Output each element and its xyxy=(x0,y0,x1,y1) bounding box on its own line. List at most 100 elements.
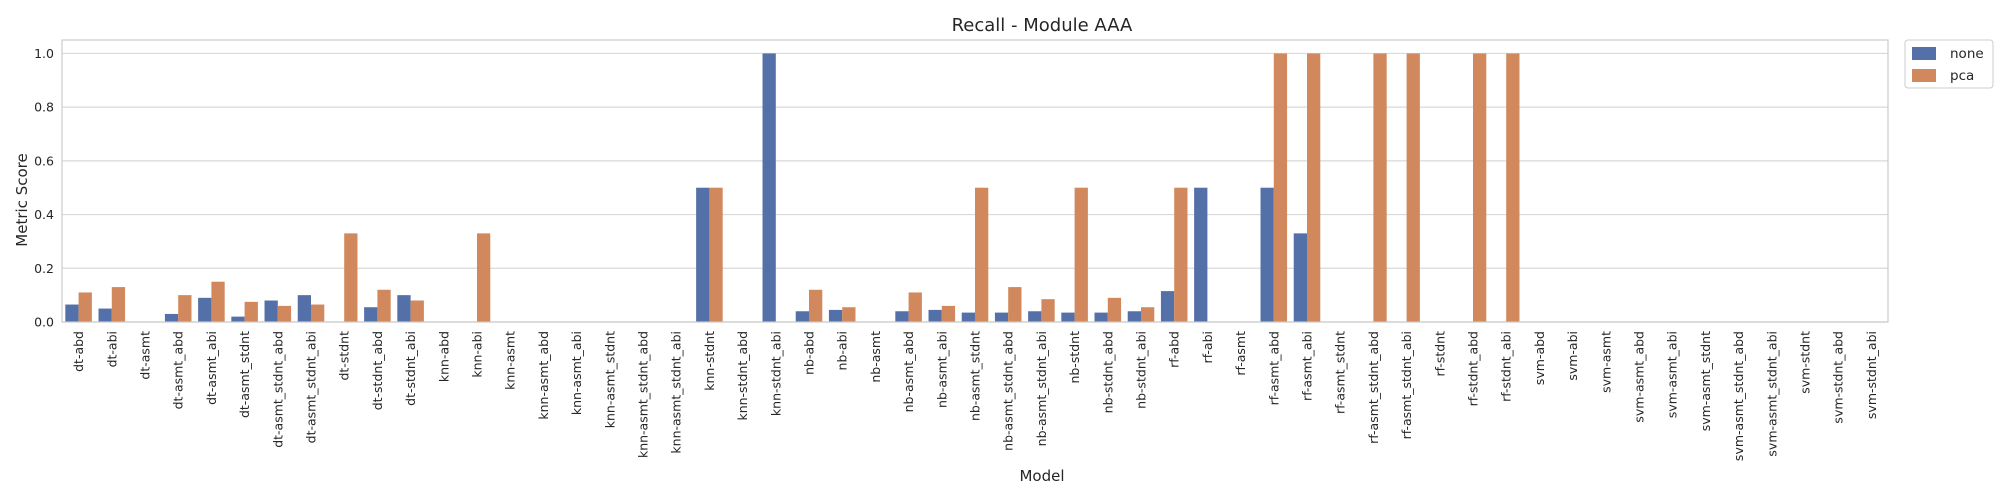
x-tick-label: nb-asmt_abd xyxy=(901,331,916,412)
x-tick-label: rf-stdnt_abi xyxy=(1499,331,1514,402)
legend: none pca xyxy=(1904,39,1994,89)
x-tick-label: dt-stdnt xyxy=(337,331,352,381)
bar-pca-dt-asmt_stdnt_abi xyxy=(311,304,325,322)
bar-none-nb-stdnt_abi xyxy=(1127,311,1141,322)
bar-pca-dt-stdnt_abd xyxy=(377,289,391,322)
x-tick-label: dt-asmt_abd xyxy=(171,331,186,409)
x-tick-label: nb-abd xyxy=(802,331,817,375)
x-tick-label: nb-asmt_abi xyxy=(934,331,949,408)
bar-none-knn-stdnt xyxy=(696,187,710,322)
bar-pca-rf-stdnt_abi xyxy=(1506,53,1520,323)
x-tick-label: dt-stdnt_abd xyxy=(370,331,385,410)
bar-none-nb-asmt_abd xyxy=(895,311,909,322)
bar-none-nb-asmt_stdnt_abd xyxy=(994,312,1009,322)
bar-none-rf-abi xyxy=(1194,187,1208,322)
x-tick-label: nb-abi xyxy=(835,331,850,370)
bar-none-dt-asmt_stdnt_abd xyxy=(264,300,278,322)
bar-none-rf-asmt_abd xyxy=(1260,187,1274,322)
x-tick-label: svm-asmt xyxy=(1598,331,1613,393)
bar-pca-nb-asmt_abd xyxy=(908,292,922,322)
bar-pca-dt-stdnt_abi xyxy=(410,300,424,322)
y-tick-label: 0.2 xyxy=(34,261,54,276)
x-tick-label: rf-asmt_abi xyxy=(1300,331,1315,401)
x-tick-label: nb-asmt xyxy=(868,331,883,383)
x-tick-label: svm-stdnt xyxy=(1798,331,1813,394)
x-tick-label: dt-asmt_stdnt xyxy=(237,331,252,418)
legend-label-pca: pca xyxy=(1950,68,1974,84)
x-tick-label: rf-stdnt_abd xyxy=(1466,331,1481,406)
x-tick-label: dt-abd xyxy=(71,331,86,372)
bar-pca-nb-stdnt xyxy=(1074,187,1088,322)
x-tick-label: svm-stdnt_abd xyxy=(1831,331,1846,424)
bar-none-nb-stdnt_abd xyxy=(1094,312,1108,322)
bar-none-dt-asmt_stdnt_abi xyxy=(297,295,311,322)
bar-none-dt-asmt_abd xyxy=(164,313,179,322)
bar-none-nb-asmt_abi xyxy=(928,309,942,322)
x-tick-label: svm-abi xyxy=(1565,331,1580,381)
x-tick-label: knn-asmt_stdnt_abd xyxy=(636,331,651,458)
bar-pca-nb-asmt_stdnt_abi xyxy=(1041,299,1055,322)
y-tick-label: 1.0 xyxy=(34,46,54,61)
x-tick-label: knn-asmt_abi xyxy=(569,331,584,415)
x-tick-label: rf-stdnt xyxy=(1432,331,1447,377)
legend-swatch-none xyxy=(1912,47,1936,60)
legend-swatch-pca xyxy=(1912,69,1936,82)
bar-pca-rf-stdnt_abd xyxy=(1473,53,1487,323)
x-tick-label: dt-asmt_stdnt_abd xyxy=(270,331,285,448)
bar-pca-dt-asmt_abi xyxy=(211,281,225,322)
bars xyxy=(65,53,1520,323)
x-tick-label: nb-stdnt_abi xyxy=(1134,331,1149,409)
bar-none-nb-abd xyxy=(795,311,809,322)
chart-title: Recall - Module AAA xyxy=(952,15,1133,36)
y-tick-label: 0.6 xyxy=(34,153,54,168)
x-tick-label: nb-asmt_stdnt xyxy=(968,331,983,421)
x-tick-label: svm-asmt_stdnt xyxy=(1698,331,1713,431)
x-tick-label: svm-asmt_stdnt_abi xyxy=(1764,331,1779,457)
x-tick-label: svm-asmt_stdnt_abd xyxy=(1731,331,1746,461)
x-tick-label: rf-asmt_stdnt xyxy=(1333,331,1348,414)
x-axis-label: Model xyxy=(1019,467,1064,485)
x-tick-label: dt-abi xyxy=(104,331,119,367)
x-tick-label: rf-abi xyxy=(1200,331,1215,363)
plot-frame xyxy=(61,39,1889,323)
bar-pca-rf-asmt_stdnt_abd xyxy=(1373,53,1387,323)
y-tick-label: 0.8 xyxy=(34,100,54,115)
bar-none-dt-asmt_abi xyxy=(198,297,212,322)
bar-none-nb-asmt_stdnt_abi xyxy=(1028,311,1042,322)
y-tick-label: 0.4 xyxy=(34,207,54,222)
bar-pca-nb-stdnt_abd xyxy=(1107,297,1122,322)
x-tick-label: svm-abd xyxy=(1532,331,1547,385)
x-tick-label: knn-abd xyxy=(436,331,451,382)
bar-pca-rf-asmt_abd xyxy=(1273,53,1288,323)
bar-pca-rf-abd xyxy=(1174,187,1188,322)
y-axis-label: Metric Score xyxy=(13,153,31,246)
x-tick-label: nb-stdnt_abd xyxy=(1100,331,1115,413)
x-tick-label: nb-stdnt xyxy=(1067,331,1082,384)
x-tick-label: rf-asmt xyxy=(1233,331,1248,376)
bar-pca-knn-stdnt xyxy=(709,187,723,322)
x-tick-label: knn-asmt xyxy=(503,331,518,390)
bar-pca-nb-stdnt_abi xyxy=(1141,307,1155,322)
bar-pca-dt-abi xyxy=(111,287,126,322)
x-tick-label: knn-asmt_abd xyxy=(536,331,551,420)
bar-none-dt-asmt_stdnt xyxy=(231,316,245,322)
x-tick-label: dt-asmt_abi xyxy=(204,331,219,405)
x-tick-label: svm-asmt_abd xyxy=(1632,331,1647,423)
y-tick-label: 0.0 xyxy=(34,315,54,330)
bar-none-rf-asmt_abi xyxy=(1293,233,1307,322)
bar-none-nb-stdnt xyxy=(1061,312,1075,322)
x-tick-label: rf-abd xyxy=(1167,331,1182,368)
bar-pca-rf-asmt_stdnt_abi xyxy=(1406,53,1420,323)
bar-pca-dt-asmt_abd xyxy=(178,295,192,322)
bar-pca-knn-abi xyxy=(477,233,491,322)
bar-none-dt-stdnt_abi xyxy=(397,295,411,322)
x-tick-label: rf-asmt_stdnt_abd xyxy=(1366,331,1381,444)
bar-none-knn-stdnt_abi xyxy=(762,53,776,323)
x-tick-label: knn-abi xyxy=(470,331,485,378)
y-tick-labels: 0.0 0.2 0.4 0.6 0.8 1.0 xyxy=(34,46,54,330)
x-tick-label: dt-asmt xyxy=(138,331,153,380)
bar-pca-dt-asmt_stdnt xyxy=(244,301,258,322)
x-tick-label: knn-asmt_stdnt xyxy=(602,331,617,428)
